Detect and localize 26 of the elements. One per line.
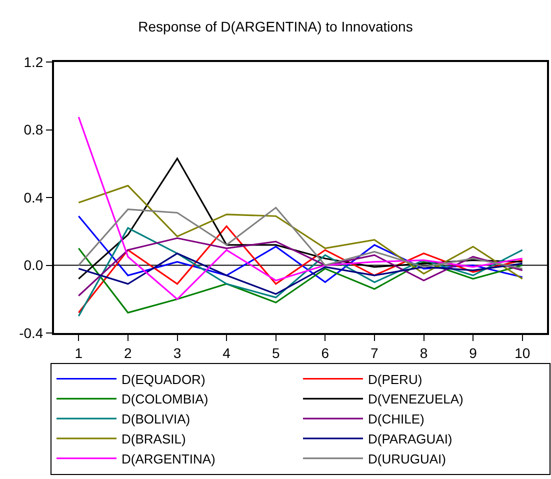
x-tick-label: 4: [222, 344, 231, 361]
legend-label: D(VENEZUELA): [368, 392, 464, 407]
legend-label: D(EQUADOR): [122, 372, 206, 387]
x-tick-label: 3: [173, 344, 182, 361]
x-tick-label: 8: [420, 344, 428, 361]
y-tick-label: 1.2: [24, 54, 44, 70]
x-tick-label: 2: [124, 344, 132, 361]
legend-label: D(ARGENTINA): [122, 451, 216, 466]
x-tick-label: 6: [321, 344, 330, 361]
y-tick-label: -0.4: [19, 324, 44, 341]
chart-title: Response of D(ARGENTINA) to Innovations: [138, 18, 413, 34]
legend-label: D(PERU): [368, 372, 422, 387]
legend-label: D(BRASIL): [122, 432, 186, 447]
x-tick-label: 1: [74, 344, 83, 361]
legend-label: D(BOLIVIA): [122, 412, 190, 427]
legend-label: D(URUGUAI): [368, 451, 446, 466]
legend-label: D(COLOMBIA): [122, 392, 208, 407]
x-tick-label: 9: [469, 344, 478, 361]
x-tick-label: 7: [370, 344, 379, 361]
legend-label: D(PARAGUAI): [368, 432, 452, 447]
y-tick-label: 0.8: [24, 122, 44, 138]
legend-label: D(CHILE): [368, 412, 424, 427]
x-tick-label: 10: [514, 344, 530, 361]
y-tick-label: 0.0: [24, 257, 44, 274]
x-tick-label: 5: [272, 344, 280, 361]
y-tick-label: 0.4: [24, 189, 44, 206]
